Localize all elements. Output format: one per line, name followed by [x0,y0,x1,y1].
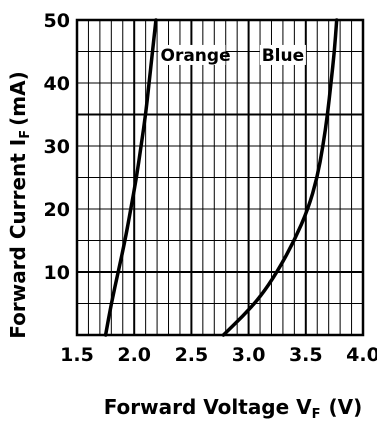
plot-frame [75,18,365,337]
y-tick-label: 10 [44,262,70,284]
series-layer: Orange Blue [103,18,339,337]
y-axis-title-subscript: F [18,130,33,139]
x-tick-label: 1.5 [60,344,94,366]
grid-lines [77,20,363,335]
x-tick-labels: 1.5 2.0 2.5 3.0 3.5 4.0 [60,344,377,366]
series-label-background [158,44,226,65]
y-tick-label: 40 [44,73,70,95]
series-line-orange [103,18,158,337]
x-axis-title-unit: (V) [329,395,363,419]
x-tick-label: 3.0 [232,344,266,366]
x-axis-title: Forward Voltage VF (V) [104,395,363,422]
series-label-orange: Orange [161,46,231,66]
x-axis-title-subscript: F [312,407,321,422]
series-line-blue [221,18,339,337]
y-tick-labels: 10 20 30 40 50 [44,10,70,284]
series-label-background [259,44,306,65]
x-tick-label: 4.0 [346,344,377,366]
y-axis-title-text: Forward Current I [6,139,30,339]
x-tick-label: 2.0 [117,344,151,366]
x-tick-label: 3.5 [289,344,323,366]
y-axis-title: Forward Current IF (mA) [6,71,33,338]
y-tick-label: 50 [44,10,70,32]
series-label-blue: Blue [262,46,304,66]
x-tick-label: 2.5 [175,344,209,366]
x-axis-title-text: Forward Voltage V [104,395,312,419]
y-axis-title-unit: (mA) [6,71,30,126]
y-tick-label: 30 [44,136,70,158]
y-tick-label: 20 [44,199,70,221]
